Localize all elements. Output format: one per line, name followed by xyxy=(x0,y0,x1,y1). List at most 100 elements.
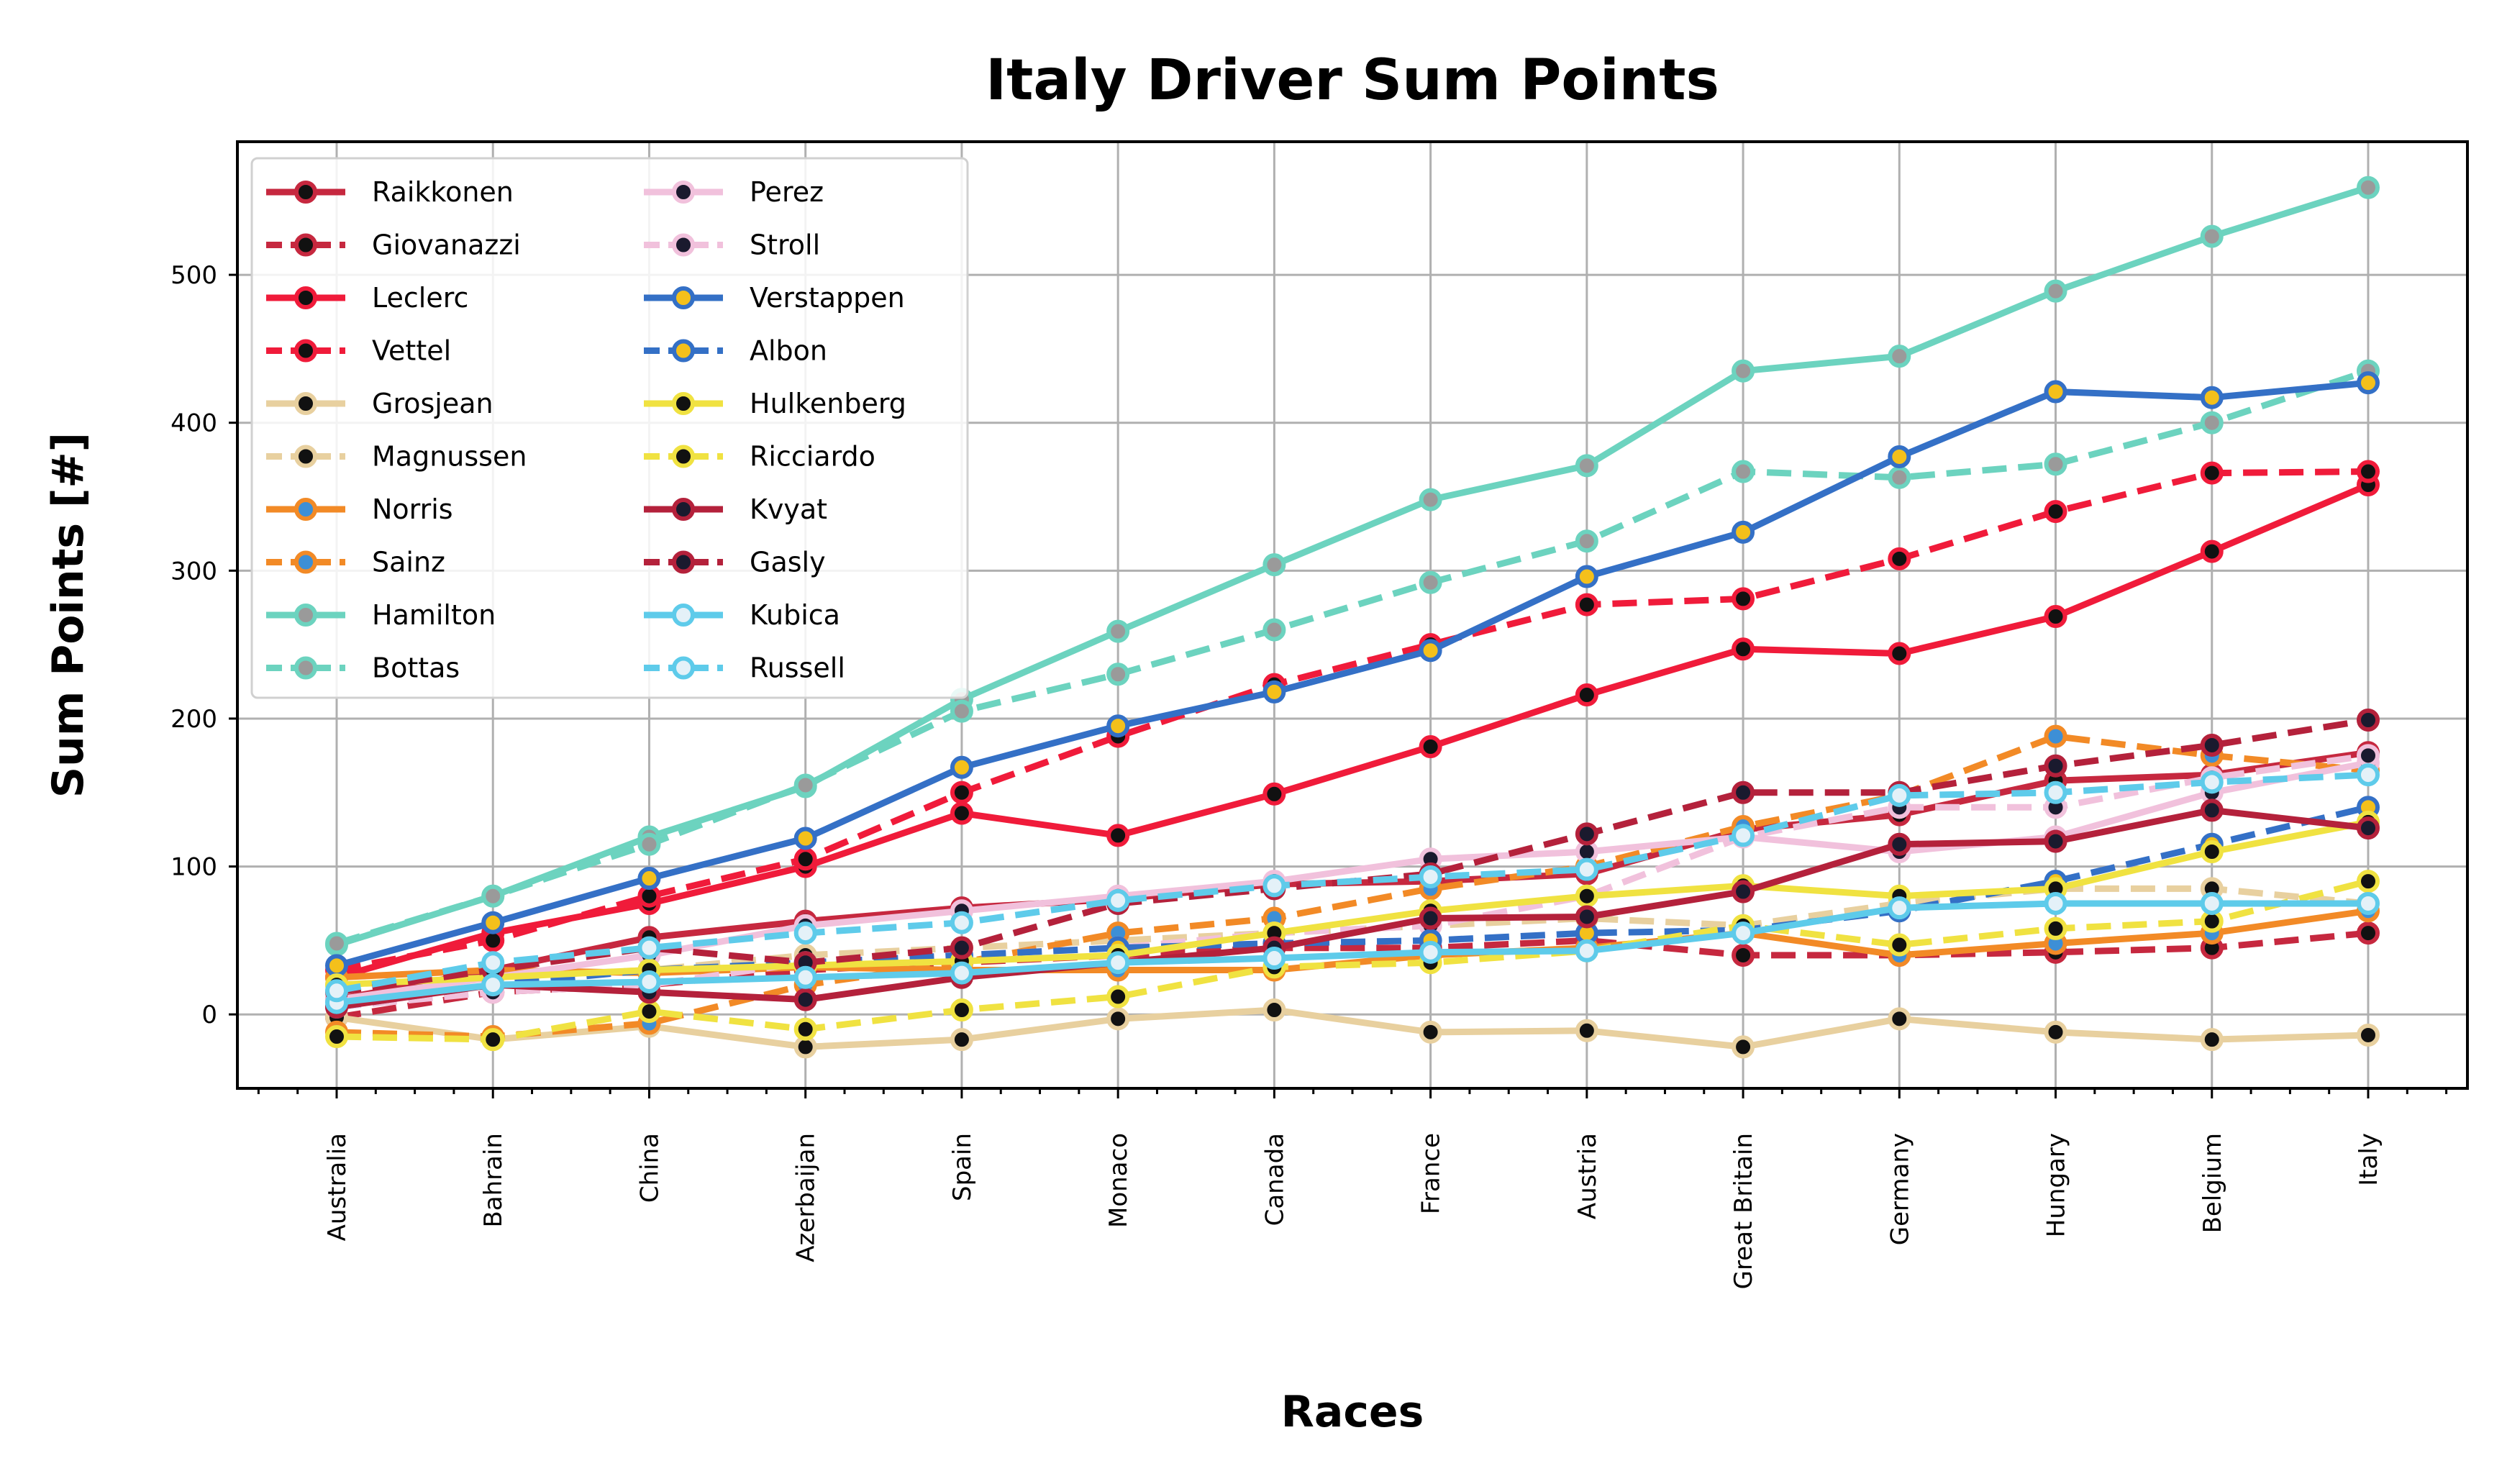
legend-marker xyxy=(294,233,317,257)
data-point xyxy=(1419,1020,1442,1044)
legend-item: Magnussen xyxy=(266,441,527,473)
legend-item: Ricciardo xyxy=(644,441,875,473)
legend-item: Grosjean xyxy=(266,388,493,419)
series-russell xyxy=(325,763,2380,1003)
series-grosjean xyxy=(325,998,2380,1059)
legend-item: Vettel xyxy=(266,335,451,367)
data-point xyxy=(1575,939,1598,962)
data-point xyxy=(1106,619,1130,643)
legend-label: Stroll xyxy=(750,229,820,261)
data-point xyxy=(2357,708,2380,732)
data-point xyxy=(2044,605,2067,629)
series-layer xyxy=(325,176,2380,1059)
legend-item: Norris xyxy=(266,493,453,525)
data-point xyxy=(1888,783,1911,807)
data-point xyxy=(2044,780,2067,804)
data-point xyxy=(1106,824,1130,847)
data-point xyxy=(1732,943,1755,967)
data-point xyxy=(1262,874,1286,898)
data-point xyxy=(2357,176,2380,199)
data-point xyxy=(481,951,505,975)
data-point xyxy=(1888,445,1911,468)
data-point xyxy=(1732,587,1755,611)
data-point xyxy=(1262,947,1286,970)
data-point xyxy=(1106,714,1130,738)
data-point xyxy=(1732,824,1755,847)
data-point xyxy=(1106,1007,1130,1031)
legend: Raikkonen Giovanazzi Leclerc Vettel Grosjean… xyxy=(250,157,969,699)
x-axis: Australia Bahrain China Azerbaijan Spain Mona… xyxy=(257,1088,2448,1289)
legend-marker xyxy=(294,604,317,627)
data-point xyxy=(1419,940,1442,964)
data-point xyxy=(950,961,973,985)
data-point xyxy=(1262,618,1286,642)
legend-label: Hamilton xyxy=(372,599,496,631)
data-point xyxy=(1106,985,1130,1009)
x-tick-label: Austria xyxy=(1573,1133,1602,1219)
data-point xyxy=(950,780,973,804)
series-line xyxy=(336,819,2369,988)
legend-item: Bottas xyxy=(266,652,460,684)
data-point xyxy=(2200,540,2224,563)
data-point xyxy=(793,988,817,1011)
data-point xyxy=(1888,465,1911,489)
legend-item: Giovanazzi xyxy=(266,229,521,261)
data-point xyxy=(1888,345,1911,368)
legend-item: Raikkonen xyxy=(266,176,514,208)
series-kubica xyxy=(325,891,2380,1014)
data-point xyxy=(1419,570,1442,594)
data-point xyxy=(1575,1019,1598,1042)
data-point xyxy=(1732,460,1755,483)
data-point xyxy=(1888,933,1911,957)
data-point xyxy=(2200,798,2224,822)
data-point xyxy=(1888,832,1911,856)
data-point xyxy=(793,921,817,945)
data-point xyxy=(325,932,348,955)
legend-marker xyxy=(294,339,317,363)
data-point xyxy=(1106,663,1130,686)
legend-label: Vettel xyxy=(372,335,451,367)
x-tick-label: China xyxy=(635,1133,664,1203)
data-point xyxy=(637,832,661,856)
x-axis-label: Races xyxy=(1281,1387,1424,1437)
data-point xyxy=(2044,891,2067,915)
data-point xyxy=(2044,452,2067,476)
series-magnussen xyxy=(325,877,2380,997)
legend-marker xyxy=(294,498,317,521)
y-tick-label: 400 xyxy=(170,409,217,438)
legend-marker xyxy=(672,656,695,680)
legend-label: Giovanazzi xyxy=(372,229,521,261)
legend-label: Kubica xyxy=(750,599,840,631)
series-line xyxy=(335,481,2370,981)
data-point xyxy=(1732,520,1755,544)
y-axis: 0 100 200 300 400 500 xyxy=(170,261,237,1029)
data-point xyxy=(481,1028,505,1052)
series-line xyxy=(335,368,2370,947)
data-point xyxy=(2357,870,2380,893)
data-point xyxy=(637,936,661,960)
data-point xyxy=(1419,906,1442,930)
legend-label: Verstappen xyxy=(750,282,905,314)
legend-label: Gasly xyxy=(750,547,826,578)
legend-item: Russell xyxy=(644,652,845,684)
series-line xyxy=(336,1006,2369,1050)
data-point xyxy=(1732,921,1755,945)
legend-item: Verstappen xyxy=(644,282,905,314)
legend-marker xyxy=(672,286,695,309)
data-point xyxy=(950,998,973,1022)
data-point xyxy=(1575,822,1598,846)
legend-marker xyxy=(672,445,695,468)
legend-label: Perez xyxy=(750,176,824,208)
legend-marker xyxy=(672,392,695,415)
data-point xyxy=(1732,880,1755,903)
x-tick-label: Australia xyxy=(323,1133,352,1241)
legend-box xyxy=(250,157,969,699)
x-tick-label: Italy xyxy=(2354,1133,2383,1186)
series-line xyxy=(335,184,2370,948)
data-point xyxy=(325,954,348,978)
data-point xyxy=(2357,460,2380,483)
data-point xyxy=(1106,888,1130,912)
x-tick-label: France xyxy=(1417,1133,1446,1214)
y-tick-label: 200 xyxy=(170,705,217,734)
